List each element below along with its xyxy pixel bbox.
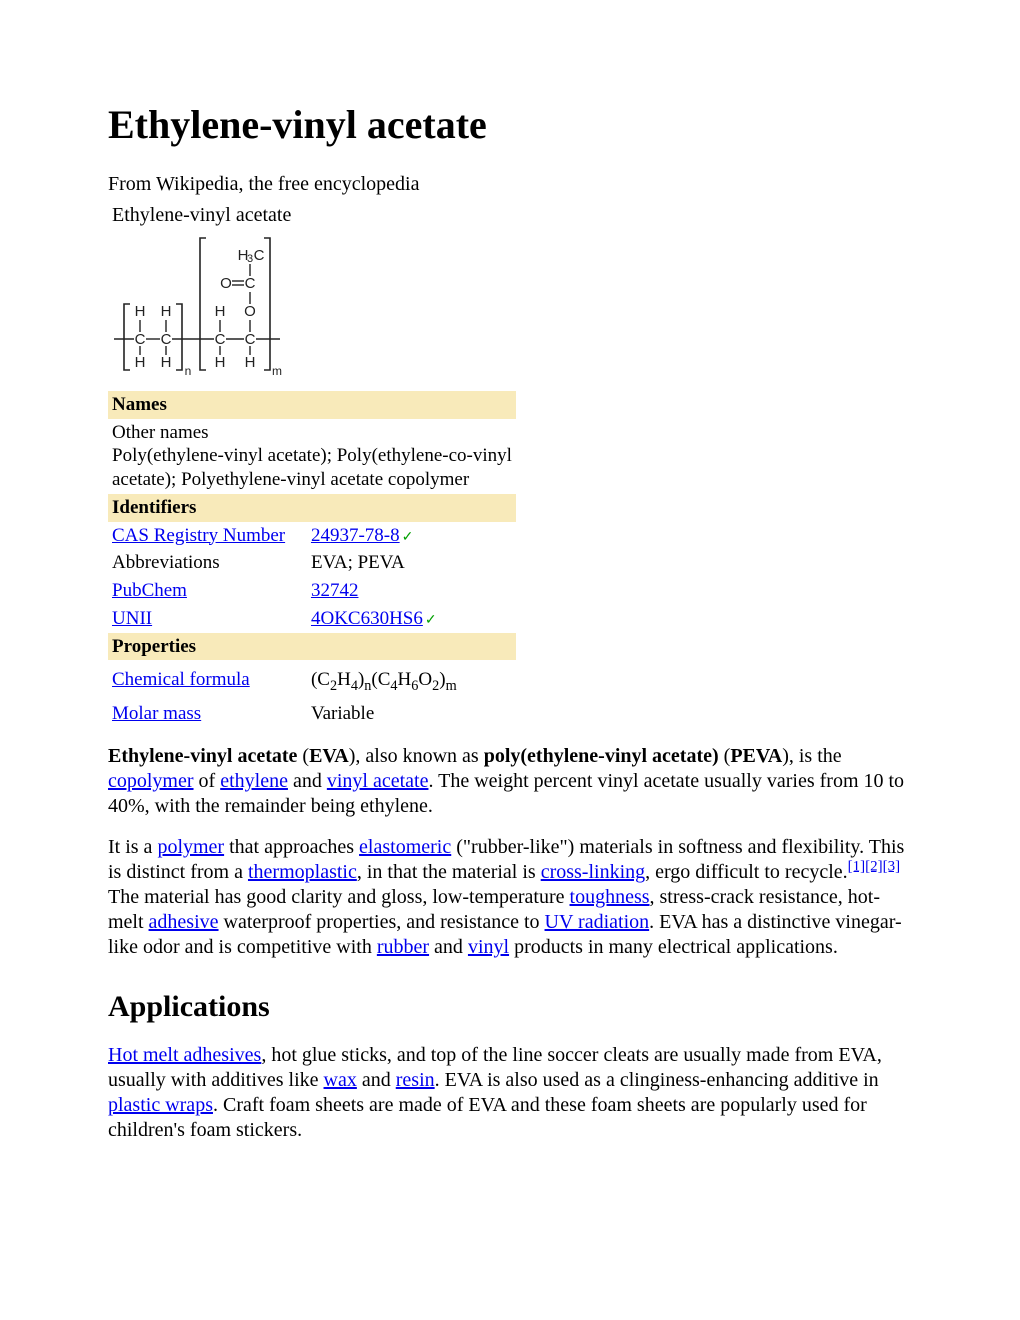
svg-text:H: H: [135, 303, 146, 320]
link-resin[interactable]: resin: [396, 1069, 435, 1091]
link-elastomeric[interactable]: elastomeric: [359, 836, 451, 858]
link-thermoplastic[interactable]: thermoplastic: [248, 861, 357, 883]
ref-3[interactable]: [3]: [883, 858, 901, 874]
applications-heading: Applications: [108, 988, 912, 1026]
term-eva: EVA: [309, 745, 349, 767]
page-subtitle: From Wikipedia, the free encyclopedia: [108, 172, 912, 197]
infobox-properties-header: Properties: [108, 633, 516, 661]
infobox-identifiers-header: Identifiers: [108, 494, 516, 522]
cas-value-link[interactable]: 24937-78-8: [311, 525, 400, 546]
link-hot-melt-adhesives[interactable]: Hot melt adhesives: [108, 1044, 261, 1066]
svg-text:H: H: [161, 303, 172, 320]
svg-text:H: H: [215, 354, 226, 371]
unii-value-link[interactable]: 4OKC630HS6: [311, 608, 423, 629]
term-peva-full: poly(ethylene-vinyl acetate): [484, 745, 719, 767]
svg-text:H: H: [245, 354, 256, 371]
svg-text:H: H: [161, 354, 172, 371]
svg-text:H: H: [135, 354, 146, 371]
svg-text:n: n: [185, 364, 192, 378]
infobox: Ethylene-vinyl acetate n C C H H: [108, 201, 516, 728]
link-polymer[interactable]: polymer: [157, 836, 224, 858]
other-names-label: Other names: [112, 422, 209, 443]
intro-paragraph-2: It is a polymer that approaches elastome…: [108, 835, 912, 960]
infobox-names-header: Names: [108, 391, 516, 419]
intro-paragraph-1: Ethylene-vinyl acetate (EVA), also known…: [108, 744, 912, 819]
unii-label-link[interactable]: UNII: [112, 608, 152, 629]
infobox-other-names: Other names Poly(ethylene-vinyl acetate)…: [108, 419, 516, 494]
term-eva-full: Ethylene-vinyl acetate: [108, 745, 297, 767]
ref-2[interactable]: [2]: [865, 858, 883, 874]
svg-text:O: O: [244, 303, 256, 320]
svg-text:C: C: [215, 331, 226, 348]
cas-label-link[interactable]: CAS Registry Number: [112, 525, 285, 546]
infobox-structure-image: n C C H H H H: [108, 230, 516, 391]
chemical-structure-svg: n C C H H H H: [112, 232, 292, 382]
infobox-caption: Ethylene-vinyl acetate: [108, 201, 516, 230]
svg-text:m: m: [272, 364, 282, 378]
check-icon: ✓: [402, 530, 414, 545]
svg-text:C: C: [161, 331, 172, 348]
applications-paragraph: Hot melt adhesives, hot glue sticks, and…: [108, 1043, 912, 1143]
svg-text:O: O: [220, 275, 232, 292]
check-icon: ✓: [425, 613, 437, 628]
link-adhesive[interactable]: adhesive: [149, 911, 219, 933]
svg-text:H: H: [215, 303, 226, 320]
svg-text:3: 3: [247, 253, 253, 265]
formula-label-link[interactable]: Chemical formula: [112, 669, 250, 690]
link-uv-radiation[interactable]: UV radiation: [545, 911, 650, 933]
page-title: Ethylene-vinyl acetate: [108, 100, 912, 150]
link-plastic-wraps[interactable]: plastic wraps: [108, 1094, 213, 1116]
term-peva: PEVA: [730, 745, 782, 767]
link-ethylene[interactable]: ethylene: [220, 770, 288, 792]
molar-value: Variable: [307, 694, 516, 728]
abbrev-label: Abbreviations: [108, 549, 307, 577]
molar-label-link[interactable]: Molar mass: [112, 703, 201, 724]
svg-text:C: C: [245, 331, 256, 348]
ref-1[interactable]: [1]: [848, 858, 866, 874]
abbrev-value: EVA; PEVA: [307, 549, 516, 577]
link-cross-linking[interactable]: cross-linking: [541, 861, 645, 883]
formula-value: (C2H4)n(C4H6O2)m: [307, 660, 516, 694]
link-toughness[interactable]: toughness: [570, 886, 650, 908]
svg-text:C: C: [254, 247, 265, 264]
svg-text:C: C: [135, 331, 146, 348]
pubchem-value-link[interactable]: 32742: [311, 580, 359, 601]
pubchem-label-link[interactable]: PubChem: [112, 580, 187, 601]
link-vinyl[interactable]: vinyl: [468, 936, 509, 958]
other-names-value: Poly(ethylene-vinyl acetate); Poly(ethyl…: [112, 445, 512, 490]
link-vinyl-acetate[interactable]: vinyl acetate: [327, 770, 429, 792]
link-wax[interactable]: wax: [324, 1069, 357, 1091]
link-rubber[interactable]: rubber: [377, 936, 429, 958]
link-copolymer[interactable]: copolymer: [108, 770, 194, 792]
svg-text:C: C: [245, 275, 256, 292]
